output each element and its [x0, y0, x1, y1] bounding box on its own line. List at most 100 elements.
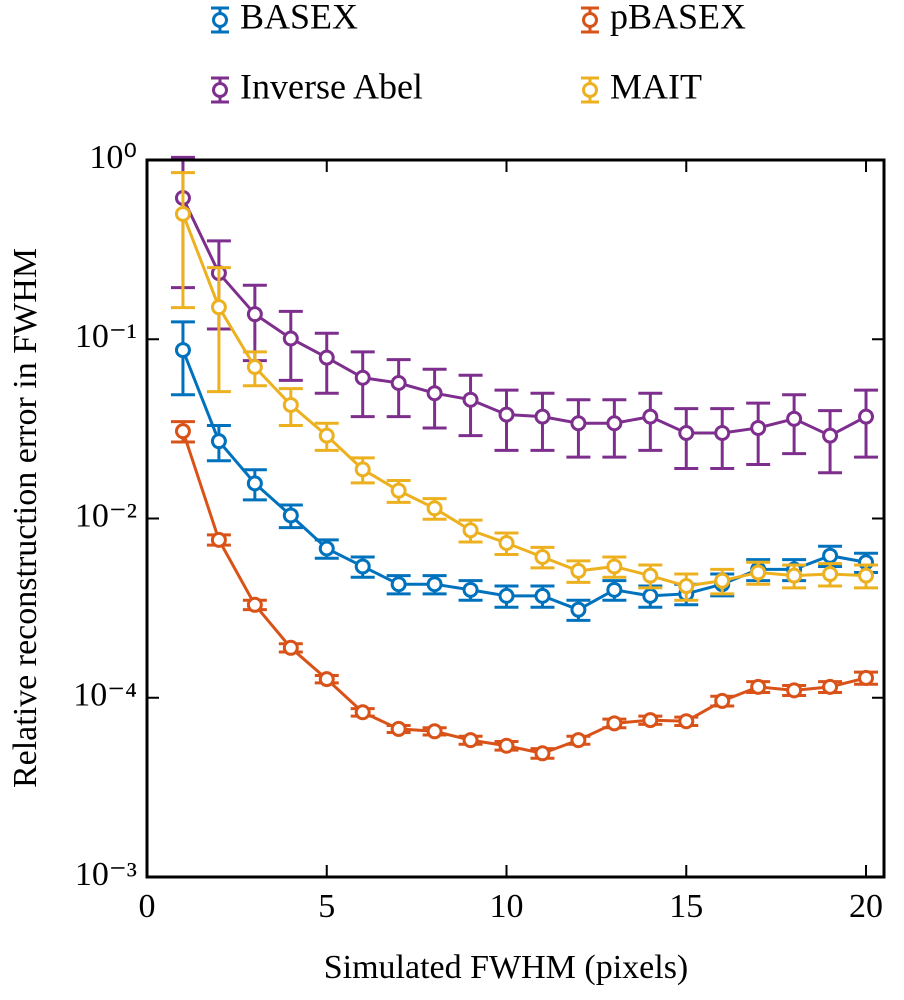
marker [426, 723, 443, 740]
marker [246, 359, 263, 376]
marker [462, 391, 479, 408]
marker [354, 461, 371, 478]
legend-label: Inverse Abel [240, 66, 423, 106]
marker [210, 433, 227, 450]
plot-frame [145, 158, 886, 879]
y-tick-label: 10⁰ [89, 139, 137, 176]
error-bar [242, 283, 267, 363]
legend-label: BASEX [240, 0, 358, 36]
marker [786, 410, 803, 427]
series-line [181, 430, 867, 755]
marker [462, 522, 479, 539]
legend-marker [212, 12, 228, 28]
legend-marker [212, 82, 228, 98]
marker [390, 375, 407, 392]
marker [426, 576, 443, 593]
marker [174, 342, 191, 359]
marker [246, 475, 263, 492]
marker [606, 581, 623, 598]
marker [354, 558, 371, 575]
error-bar [206, 266, 231, 394]
marker [318, 349, 335, 366]
x-tick-label: 20 [849, 888, 883, 925]
marker [246, 306, 263, 323]
error-bar [170, 320, 195, 397]
legend-label: pBASEX [610, 0, 746, 36]
marker [678, 424, 695, 441]
legend-symbol [211, 76, 229, 104]
marker [606, 715, 623, 732]
marker [822, 566, 839, 583]
marker [606, 415, 623, 432]
marker [714, 572, 731, 589]
marker [750, 419, 767, 436]
marker [534, 587, 551, 604]
marker [210, 299, 227, 316]
marker [390, 482, 407, 499]
y-tick-label: 10⁻³ [75, 856, 137, 893]
marker [534, 745, 551, 762]
marker [534, 408, 551, 425]
x-axis-label: Simulated FWHM (pixels) [324, 949, 689, 986]
marker [750, 564, 767, 581]
y-tick-label: 10⁻² [75, 497, 137, 534]
marker [570, 601, 587, 618]
marker [570, 415, 587, 432]
marker [318, 671, 335, 688]
marker [318, 427, 335, 444]
marker [174, 205, 191, 222]
marker [858, 567, 875, 584]
marker [210, 531, 227, 548]
legend-symbol [581, 76, 599, 104]
marker [714, 692, 731, 709]
marker [426, 500, 443, 517]
marker [606, 558, 623, 575]
marker [570, 732, 587, 749]
legend-symbol [581, 6, 599, 34]
marker [642, 567, 659, 584]
marker [570, 562, 587, 579]
marker [174, 423, 191, 440]
marker [822, 427, 839, 444]
marker [462, 581, 479, 598]
marker [354, 704, 371, 721]
marker [354, 369, 371, 386]
y-tick-label: 10⁻¹ [75, 318, 137, 355]
marker [642, 712, 659, 729]
marker [390, 576, 407, 593]
y-axis-label: Relative reconstruction error in FWHM [7, 248, 44, 788]
error-bar [170, 171, 195, 310]
x-tick-label: 15 [669, 888, 703, 925]
marker [462, 732, 479, 749]
marker [534, 548, 551, 565]
marker [642, 408, 659, 425]
legend-marker [582, 82, 598, 98]
y-tick-label: 10⁻⁴ [73, 677, 137, 714]
marker [246, 596, 263, 613]
marker [498, 737, 515, 754]
marker [822, 547, 839, 564]
legend-symbol [211, 6, 229, 34]
marker [786, 682, 803, 699]
marker [498, 587, 515, 604]
marker [282, 330, 299, 347]
legend-marker [582, 12, 598, 28]
x-tick-label: 5 [318, 888, 335, 925]
x-tick-label: 10 [490, 888, 524, 925]
marker [318, 540, 335, 557]
marker [858, 408, 875, 425]
marker [426, 385, 443, 402]
marker [714, 424, 731, 441]
x-tick-label: 0 [139, 888, 156, 925]
marker [786, 567, 803, 584]
marker [498, 406, 515, 423]
marker [858, 669, 875, 686]
marker [678, 713, 695, 730]
marker [282, 639, 299, 656]
marker [750, 678, 767, 695]
marker [390, 720, 407, 737]
marker [282, 396, 299, 413]
legend-label: MAIT [610, 66, 702, 106]
marker [642, 587, 659, 604]
